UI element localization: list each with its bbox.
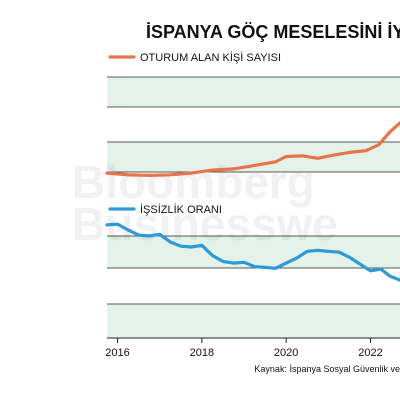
watermark-text: Bloomberg	[72, 156, 315, 208]
series-line-unemployment	[105, 222, 400, 282]
band-3	[107, 304, 400, 338]
x-tick-label: 2018	[190, 347, 214, 359]
x-tick-label: 2016	[105, 347, 129, 359]
legend-label-residents: OTURUM ALAN KİŞİ SAYISI	[140, 51, 281, 64]
legend-label-unemployment: İŞSİZLİK ORANI	[140, 203, 222, 216]
legend-layer: OTURUM ALAN KİŞİ SAYISI İŞSİZLİK ORANI	[108, 51, 281, 216]
x-tick-label: 2020	[274, 347, 298, 359]
series-layer	[105, 121, 400, 282]
band-0	[107, 77, 400, 107]
source-note: Kaynak: İspanya Sosyal Güvenlik ve	[254, 364, 400, 374]
x-tick-label: 2022	[358, 347, 382, 359]
band-2	[107, 236, 400, 268]
x-axis: 2016 2018 2020 2022	[105, 337, 400, 359]
chart-title: İSPANYA GÖÇ MESELESİNİ İY	[146, 22, 400, 42]
series-line-residents	[105, 121, 400, 177]
